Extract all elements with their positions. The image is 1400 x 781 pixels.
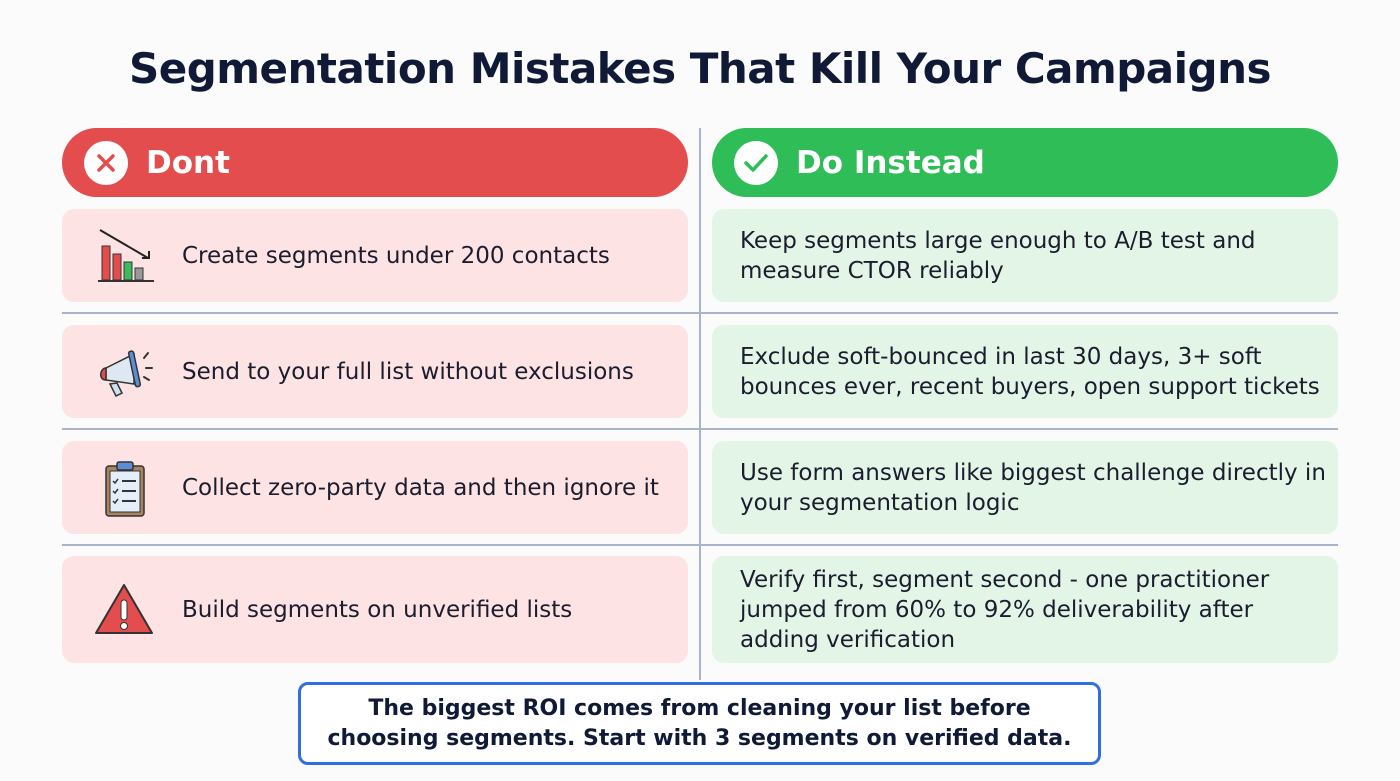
- do-header: Do Instead: [712, 128, 1338, 197]
- dont-row-4: Build segments on unverified lists: [62, 556, 688, 663]
- do-text: Use form answers like biggest challenge …: [740, 459, 1326, 516]
- row-divider: [62, 312, 1338, 314]
- dont-header: Dont: [62, 128, 688, 197]
- key-takeaway-box: The biggest ROI comes from cleaning your…: [298, 682, 1101, 765]
- do-text: Exclude soft-bounced in last 30 days, 3+…: [740, 343, 1320, 400]
- row-divider: [62, 428, 1338, 430]
- declining-bar-chart-icon: [98, 228, 154, 282]
- do-row-4: Verify first, segment second - one pract…: [712, 556, 1338, 663]
- do-text: Verify first, segment second - one pract…: [740, 566, 1270, 653]
- dont-text: Collect zero-party data and then ignore …: [182, 474, 659, 501]
- key-takeaway-text: The biggest ROI comes from cleaning your…: [327, 695, 1072, 751]
- dont-row-1: Create segments under 200 contacts: [62, 209, 688, 302]
- dont-row-2: Send to your full list without exclusion…: [62, 325, 688, 418]
- page-title: Segmentation Mistakes That Kill Your Cam…: [128, 44, 1272, 93]
- do-row-2: Exclude soft-bounced in last 30 days, 3+…: [712, 325, 1338, 418]
- do-header-label: Do Instead: [796, 144, 985, 181]
- row-divider: [62, 544, 1338, 546]
- dont-header-label: Dont: [146, 144, 230, 181]
- x-circle-icon: [84, 140, 128, 185]
- megaphone-icon: [100, 349, 153, 397]
- do-text: Keep segments large enough to A/B test a…: [740, 227, 1256, 284]
- do-row-1: Keep segments large enough to A/B test a…: [712, 209, 1338, 302]
- warning-triangle-icon: [95, 583, 153, 634]
- do-row-3: Use form answers like biggest challenge …: [712, 441, 1338, 534]
- clipboard-checklist-icon: [105, 460, 145, 517]
- column-divider: [699, 128, 701, 680]
- dont-text: Build segments on unverified lists: [182, 596, 573, 623]
- dont-text: Send to your full list without exclusion…: [182, 358, 634, 385]
- check-circle-icon: [734, 140, 778, 185]
- dont-text: Create segments under 200 contacts: [182, 242, 610, 269]
- dont-row-3: Collect zero-party data and then ignore …: [62, 441, 688, 534]
